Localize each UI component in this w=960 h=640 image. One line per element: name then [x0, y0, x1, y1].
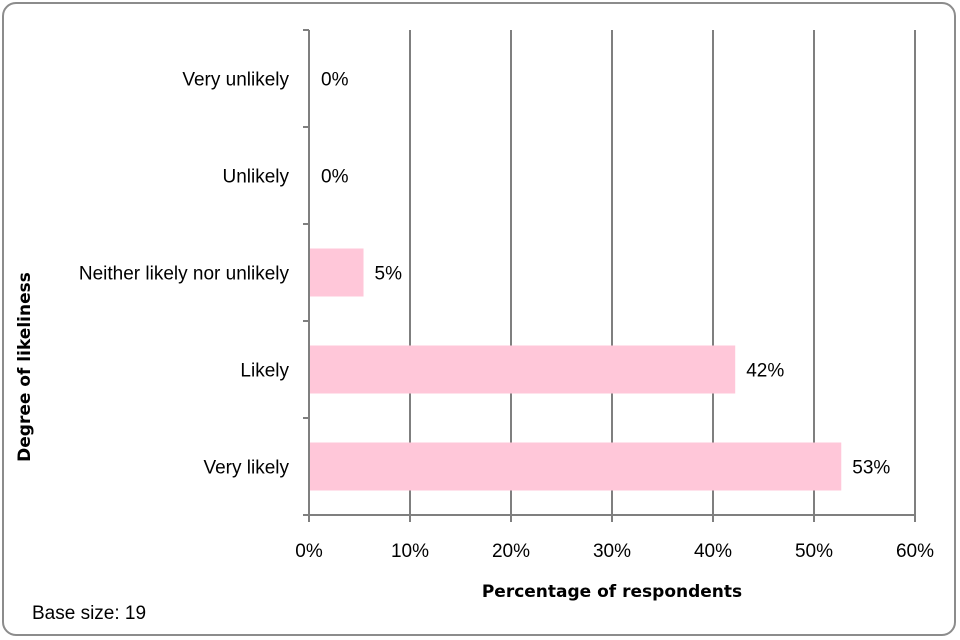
gridlines [409, 30, 916, 515]
x-tick-label: 10% [391, 541, 429, 562]
bar [310, 442, 842, 491]
x-tick-label: 0% [295, 541, 323, 562]
category-label: Very likely [203, 458, 289, 479]
x-tick-label: 30% [593, 541, 631, 562]
axes [303, 29, 916, 522]
category-label: Unlikely [222, 167, 289, 188]
data-label: 42% [746, 361, 784, 382]
x-tick-label: 40% [694, 541, 732, 562]
bars [310, 248, 842, 491]
x-axis-title: Percentage of respondents [482, 582, 742, 602]
y-axis-title: Degree of likeliness [15, 272, 35, 462]
data-label: 0% [321, 167, 349, 188]
labels: 0% 10% 20% 30% 40% 50% 60% Very unlikely 0% Unlik… [79, 70, 934, 563]
data-label: 0% [321, 70, 349, 91]
bar [310, 345, 736, 394]
x-tick-label: 60% [896, 541, 934, 562]
base-size-note: Base size: 19 [32, 603, 146, 624]
category-label: Very unlikely [182, 70, 289, 91]
bar [310, 248, 364, 297]
data-label: 53% [852, 458, 890, 479]
category-label: Neither likely nor unlikely [79, 264, 290, 285]
x-tick-label: 50% [795, 541, 833, 562]
x-tick-label: 20% [492, 541, 530, 562]
data-label: 5% [375, 264, 403, 285]
category-label: Likely [240, 361, 289, 382]
